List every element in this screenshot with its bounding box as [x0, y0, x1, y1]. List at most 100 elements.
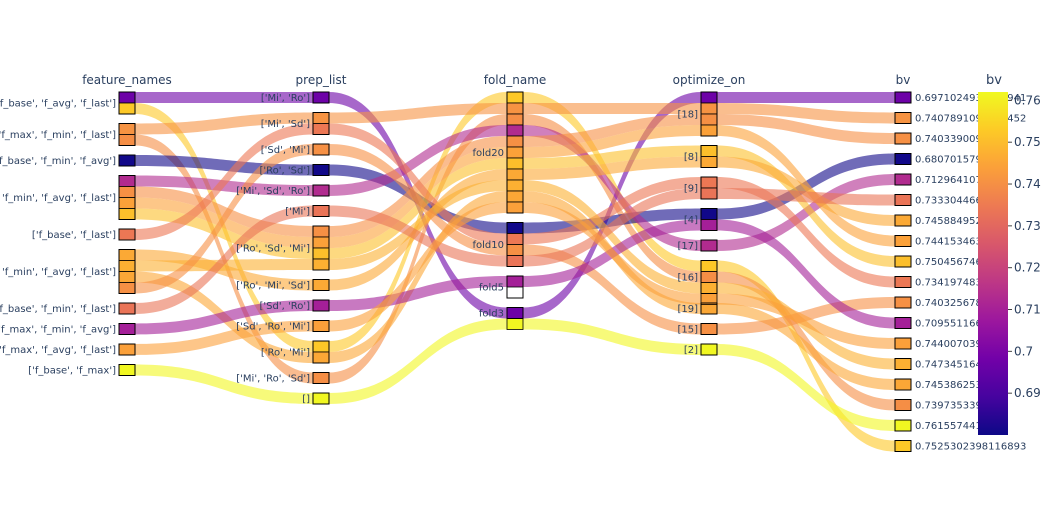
fold_name-cell-11[interactable] — [506, 179, 524, 192]
feature_names-cell-17[interactable] — [118, 364, 136, 376]
prep_list-cell-15[interactable] — [312, 299, 330, 312]
ribbon-path-8-segment-3[interactable] — [717, 145, 895, 268]
bv-category-bar[interactable] — [894, 235, 912, 247]
ribbon-path-17-segment-3[interactable] — [717, 344, 895, 431]
bv-cell-5[interactable] — [894, 173, 912, 186]
bv-category-bar[interactable] — [894, 132, 912, 145]
bv-cell-12[interactable] — [894, 378, 912, 391]
ribbon-path-7-segment-2[interactable] — [523, 125, 701, 158]
prep_list-category-bar[interactable] — [312, 372, 330, 384]
ribbon-path-5-segment-1[interactable] — [329, 125, 507, 196]
ribbon-path-15-segment-0[interactable] — [135, 300, 313, 335]
ribbon-path-16-segment-0[interactable] — [135, 320, 313, 356]
prep_list-category-bar[interactable] — [312, 392, 330, 405]
feature_names-cell-0[interactable] — [118, 91, 136, 104]
feature_names-cell-7[interactable] — [118, 197, 136, 209]
ribbon-path-9-segment-2[interactable] — [523, 177, 701, 245]
optimize_on-cell-17[interactable] — [700, 343, 718, 356]
feature_names-category-bar[interactable] — [118, 323, 136, 335]
feature_names-category-bar[interactable] — [118, 249, 136, 294]
feature_names-cell-8[interactable] — [118, 208, 136, 220]
optimize_on-cell-6[interactable] — [700, 113, 718, 126]
fold_name-cell-8[interactable] — [506, 157, 524, 170]
optimize_on-category-bar[interactable] — [700, 176, 718, 200]
ribbon-path-6-segment-3[interactable] — [717, 114, 895, 144]
prep_list-cell-6[interactable] — [312, 225, 330, 238]
optimize_on-cell-13[interactable] — [700, 323, 718, 335]
ribbon-path-8-segment-2[interactable] — [523, 145, 701, 170]
ribbon-path-8-segment-1[interactable] — [329, 158, 507, 259]
prep_list-cell-4[interactable] — [312, 164, 330, 176]
optimize_on-cell-9[interactable] — [700, 176, 718, 189]
optimize_on-cell-1[interactable] — [700, 260, 718, 272]
feature_names-category-bar[interactable] — [118, 91, 136, 115]
bv-cell-17[interactable] — [894, 419, 912, 432]
ribbon-path-9-segment-3[interactable] — [717, 177, 895, 288]
prep_list-cell-2[interactable] — [312, 112, 330, 124]
bv-cell-15[interactable] — [894, 317, 912, 329]
optimize_on-category-bar[interactable] — [700, 239, 718, 252]
prep_list-cell-16[interactable] — [312, 320, 330, 332]
prep_list-cell-8[interactable] — [312, 247, 330, 260]
ribbon-path-2-segment-1[interactable] — [329, 103, 507, 124]
bv-category-bar[interactable] — [894, 214, 912, 227]
prep_list-category-bar[interactable] — [312, 112, 330, 135]
prep_list-cell-17[interactable] — [312, 392, 330, 405]
optimize_on-cell-2[interactable] — [700, 102, 718, 115]
fold_name-cell-0[interactable] — [506, 307, 524, 319]
ribbon-path-3-segment-2[interactable] — [523, 114, 701, 283]
ribbon-path-4-segment-0[interactable] — [135, 155, 313, 176]
bv-cell-14[interactable] — [894, 194, 912, 206]
optimize_on-cell-8[interactable] — [700, 145, 718, 157]
bv-category-bar[interactable] — [894, 317, 912, 329]
optimize_on-cell-5[interactable] — [700, 239, 718, 252]
feature_names-cell-16[interactable] — [118, 343, 136, 356]
prep_list-cell-1[interactable] — [312, 340, 330, 353]
fold_name-cell-1[interactable] — [506, 91, 524, 104]
bv-cell-6[interactable] — [894, 132, 912, 145]
ribbon-path-12-segment-3[interactable] — [717, 303, 895, 390]
bv-cell-2[interactable] — [894, 112, 912, 124]
prep_list-category-bar[interactable] — [312, 205, 330, 217]
ribbon-path-13-segment-2[interactable] — [523, 244, 701, 335]
feature_names-cell-6[interactable] — [118, 186, 136, 198]
prep_list-cell-10[interactable] — [312, 279, 330, 291]
ribbon-path-1-segment-3[interactable] — [717, 260, 895, 452]
feature_names-category-bar[interactable] — [118, 123, 136, 146]
ribbon-path-0-segment-0[interactable] — [135, 92, 313, 103]
feature_names-cell-10[interactable] — [118, 249, 136, 261]
prep_list-cell-11[interactable] — [312, 258, 330, 271]
optimize_on-cell-14[interactable] — [700, 187, 718, 200]
optimize_on-cell-7[interactable] — [700, 124, 718, 137]
feature_names-cell-9[interactable] — [118, 228, 136, 241]
ribbon-path-14-segment-0[interactable] — [135, 205, 313, 315]
ribbon-path-5-segment-2[interactable] — [523, 125, 701, 251]
ribbon-path-17-segment-2[interactable] — [523, 318, 701, 356]
fold_name-cell-14[interactable] — [506, 255, 524, 267]
fold_name-cell-2[interactable] — [506, 102, 524, 115]
prep_list-cell-3[interactable] — [312, 372, 330, 384]
prep_list-category-bar[interactable] — [312, 91, 330, 104]
bv-cell-3[interactable] — [894, 399, 912, 411]
ribbon-path-1-segment-2[interactable] — [523, 92, 701, 272]
ribbon-path-6-segment-2[interactable] — [523, 114, 701, 147]
optimize_on-cell-10[interactable] — [700, 156, 718, 168]
ribbon-path-14-segment-2[interactable] — [523, 188, 701, 267]
ribbon-path-11-segment-1[interactable] — [329, 180, 507, 270]
fold_name-cell-7[interactable] — [506, 146, 524, 159]
feature_names-cell-14[interactable] — [118, 302, 136, 315]
bv-category-bar[interactable] — [894, 112, 912, 124]
ribbon-path-11-segment-2[interactable] — [523, 180, 701, 294]
bv-category-bar[interactable] — [894, 399, 912, 411]
fold_name-category-bar[interactable] — [506, 222, 524, 267]
fold_name-cell-3[interactable] — [506, 113, 524, 126]
prep_list-cell-7[interactable] — [312, 236, 330, 249]
ribbon-path-2-segment-2[interactable] — [523, 103, 701, 114]
feature_names-category-bar[interactable] — [118, 175, 136, 220]
fold_name-cell-5[interactable] — [506, 124, 524, 137]
feature_names-cell-3[interactable] — [118, 134, 136, 146]
bv-cell-10[interactable] — [894, 214, 912, 227]
ribbon-path-3-segment-1[interactable] — [329, 114, 507, 384]
fold_name-category-bar[interactable] — [506, 275, 524, 299]
bv-cell-8[interactable] — [894, 255, 912, 268]
